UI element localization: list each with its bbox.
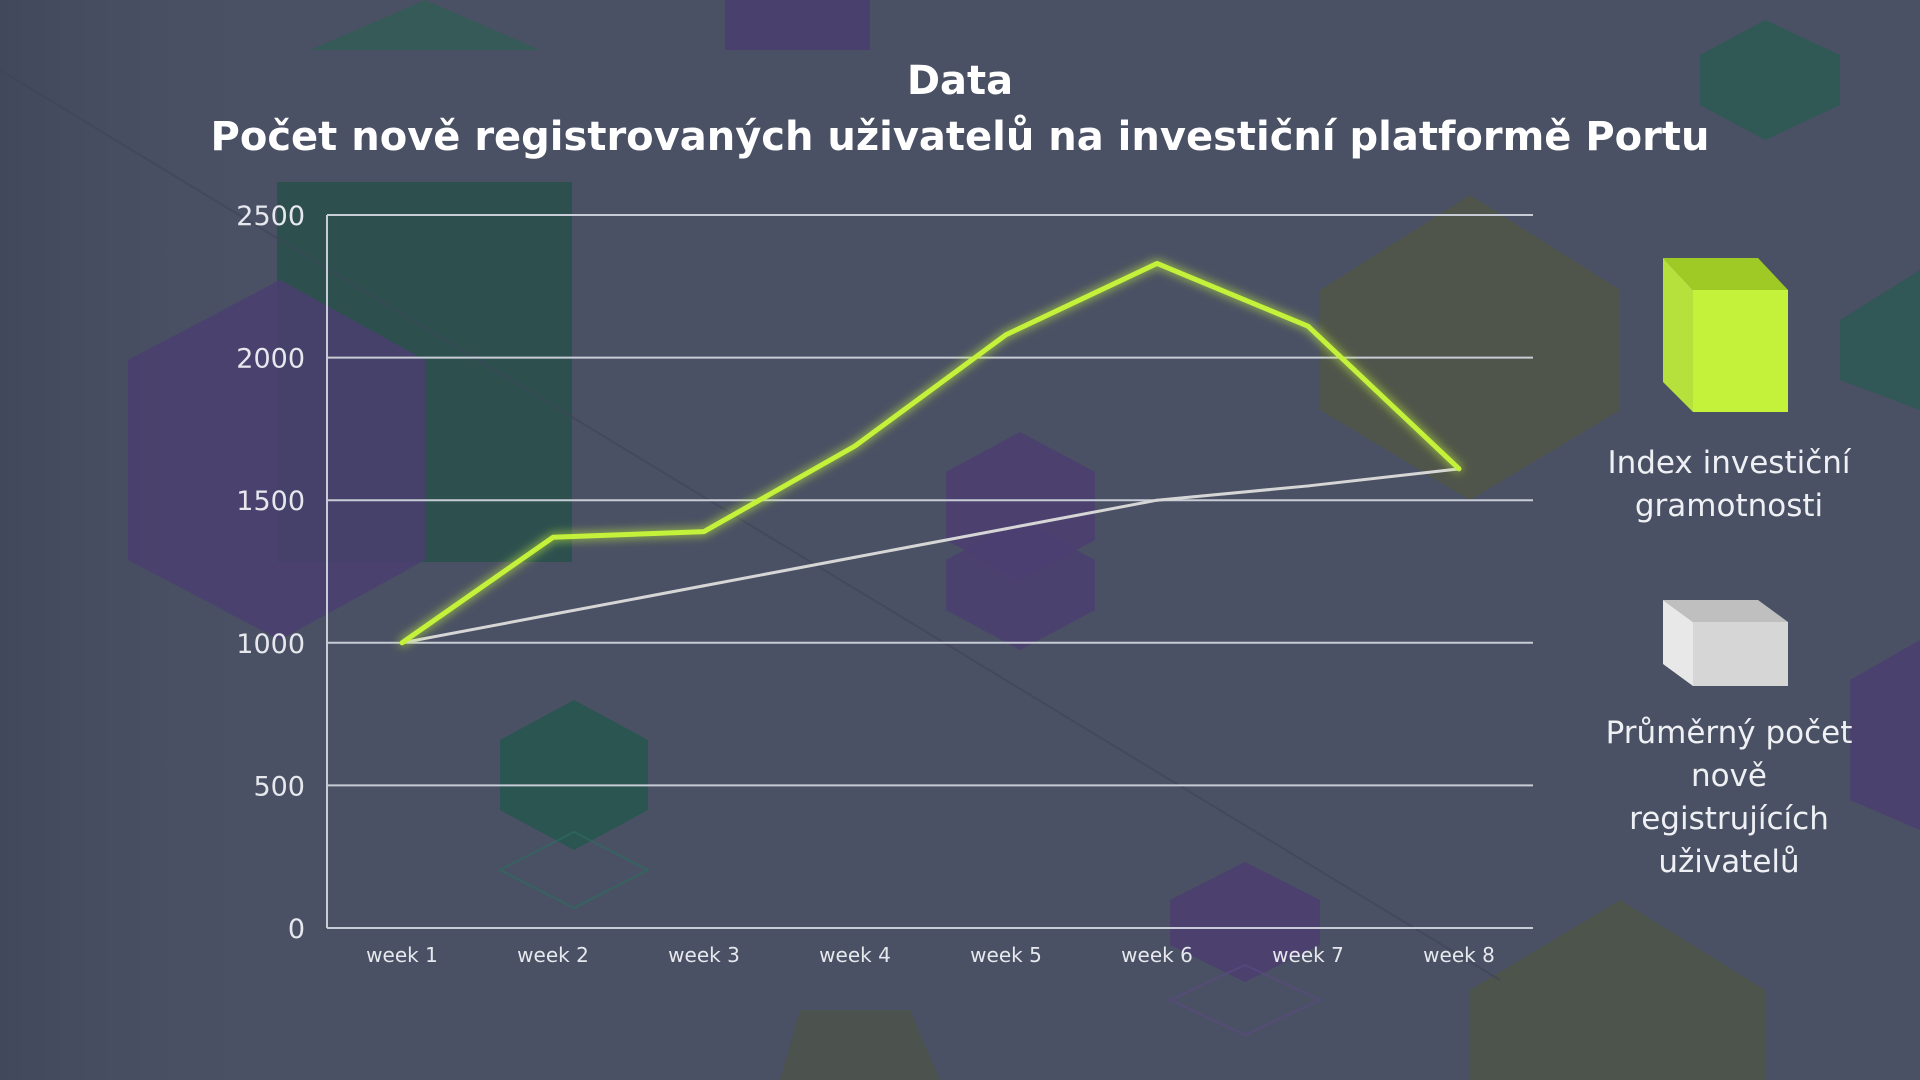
x-tick-labels: week 1 week 2 week 3 week 4 week 5 week 6 week… (366, 943, 1495, 967)
chart-title: Data (906, 58, 1014, 104)
data-point (853, 444, 857, 448)
x-tick-label: week 4 (819, 943, 891, 967)
data-point (400, 641, 404, 645)
y-tick-label: 500 (253, 771, 305, 802)
data-point (1457, 467, 1461, 471)
y-tick-label: 2500 (236, 201, 305, 232)
data-point (1306, 324, 1310, 328)
chart-subtitle: Počet nově registrovaných uživatelů na i… (210, 114, 1710, 160)
data-point (551, 612, 555, 616)
data-point (1004, 333, 1008, 337)
x-tick-label: week 8 (1423, 943, 1495, 967)
series-line-index (399, 260, 1462, 646)
x-tick-label: week 1 (366, 943, 438, 967)
x-tick-label: week 3 (668, 943, 740, 967)
data-point (551, 535, 555, 539)
x-tick-label: week 7 (1272, 943, 1344, 967)
data-point (1004, 527, 1008, 531)
data-point (1155, 498, 1159, 502)
data-point (853, 555, 857, 559)
series-lines (399, 260, 1462, 646)
legend-label-average: Průměrný počet nově registrujících uživa… (1605, 715, 1853, 880)
data-point (1155, 261, 1159, 265)
x-tick-label: week 6 (1121, 943, 1193, 967)
data-point (702, 584, 706, 588)
y-tick-label: 1000 (236, 629, 305, 660)
data-point (702, 530, 706, 534)
y-tick-label: 1500 (236, 486, 305, 517)
legend-swatch-average (1663, 600, 1788, 686)
x-tick-label: week 5 (970, 943, 1042, 967)
gridlines (327, 214, 1533, 929)
y-tick-label: 0 (288, 914, 305, 945)
legend-swatch-index (1663, 258, 1788, 412)
legend-label-index: Index investiční gramotnosti (1607, 445, 1851, 524)
series-line-average (400, 467, 1461, 645)
y-tick-labels: 0 500 1000 1500 2000 2500 (236, 201, 305, 945)
x-tick-label: week 2 (517, 943, 589, 967)
y-tick-label: 2000 (236, 344, 305, 375)
data-point (1306, 484, 1310, 488)
